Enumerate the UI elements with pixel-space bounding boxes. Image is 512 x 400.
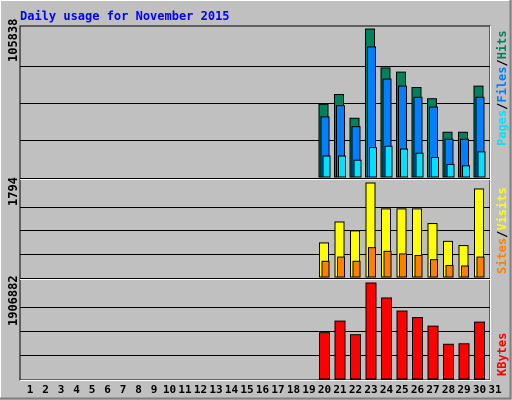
x-tick-label: 16 (256, 383, 270, 396)
bar-kbytes (458, 343, 470, 380)
bar-kbytes (396, 310, 408, 380)
legend-sep-1: / (495, 103, 509, 110)
legend-hits: Hits (495, 30, 509, 59)
bar-pages (462, 165, 470, 178)
x-tick-label: 15 (240, 383, 253, 396)
x-tick-label: 23 (364, 383, 377, 396)
x-tick-label: 19 (302, 383, 315, 396)
bar-pages (400, 148, 408, 178)
legend-kbytes: KBytes (495, 333, 509, 376)
x-tick-label: 8 (135, 383, 142, 396)
x-tick-label: 9 (151, 383, 158, 396)
bar-sites (337, 256, 345, 278)
legend-visits: Visits (495, 187, 509, 230)
bar-kbytes (474, 321, 485, 380)
x-tick-label: 24 (380, 383, 394, 396)
x-tick-label: 6 (104, 383, 111, 396)
x-tick-label: 26 (411, 383, 425, 396)
bar-pages (446, 163, 455, 178)
x-tick-label: 30 (473, 383, 486, 396)
bar-kbytes (412, 317, 423, 380)
x-tick-label: 18 (287, 383, 300, 396)
legend-sep-2: / (495, 59, 509, 66)
bar-sites (476, 256, 485, 278)
x-axis-labels: 1 2 3 4 5 6 7 8 9 10 11 12 13 14 15 16 17 18 19 20 21 22 23 24 2… (27, 383, 502, 396)
x-tick-label: 2 (42, 383, 49, 396)
bar-sites (399, 253, 407, 278)
panel3-legend: KBytes (495, 333, 509, 376)
x-tick-label: 31 (488, 383, 502, 396)
bar-kbytes (381, 297, 392, 380)
x-tick-label: 27 (426, 383, 439, 396)
bar-sites (430, 259, 438, 278)
bar-sites (414, 255, 423, 278)
x-tick-label: 10 (163, 383, 176, 396)
chart-title: Daily usage for November 2015 (20, 9, 230, 23)
x-tick-label: 1 (27, 383, 34, 396)
panel1-legend: Pages/Files/Hits (495, 30, 509, 146)
bar-pages (353, 159, 362, 178)
legend-sites: Sites (495, 238, 509, 274)
bar-sites (368, 247, 376, 278)
bar-kbytes (365, 282, 377, 380)
bar-kbytes (443, 343, 454, 380)
bar-kbytes (334, 320, 346, 380)
bar-pages (415, 152, 424, 178)
bars (318, 28, 486, 380)
x-tick-label: 12 (194, 383, 207, 396)
x-tick-label: 5 (89, 383, 96, 396)
x-tick-label: 21 (333, 383, 347, 396)
bar-kbytes (350, 334, 361, 380)
panel3-ymax-label: 1906882 (6, 275, 20, 326)
x-tick-label: 3 (58, 383, 65, 396)
bar-pages (431, 156, 439, 178)
bar-pages (384, 145, 393, 178)
legend-files: Files (495, 67, 509, 103)
x-tick-label: 13 (209, 383, 222, 396)
x-tick-label: 17 (271, 383, 284, 396)
bar-sites (383, 250, 392, 278)
panel2-ymax-label: 1794 (6, 177, 20, 206)
panel2-legend: Sites/Visits (495, 187, 509, 274)
bar-pages (477, 151, 486, 178)
bar-kbytes (319, 332, 330, 380)
svg-text:Pages/Files/Hits: Pages/Files/Hits (495, 30, 509, 146)
x-tick-label: 7 (120, 383, 127, 396)
legend-pages: Pages (495, 110, 509, 146)
panel1-ymax-label: 105838 (6, 19, 20, 62)
bar-pages (369, 147, 377, 178)
bar-sites (321, 260, 330, 278)
legend-sep-3: / (495, 231, 509, 238)
x-tick-label: 20 (318, 383, 331, 396)
bar-sites (461, 265, 469, 278)
x-tick-label: 25 (395, 383, 408, 396)
x-tick-label: 22 (349, 383, 362, 396)
bar-sites (445, 264, 454, 278)
x-tick-label: 14 (225, 383, 239, 396)
x-tick-label: 4 (73, 383, 80, 396)
x-tick-label: 11 (178, 383, 192, 396)
bar-kbytes (427, 325, 439, 380)
x-tick-label: 28 (442, 383, 455, 396)
bar-pages (338, 155, 346, 178)
x-tick-label: 29 (457, 383, 470, 396)
bar-pages (322, 155, 331, 178)
bar-sites (352, 260, 361, 278)
svg-text:Sites/Visits: Sites/Visits (495, 187, 509, 274)
